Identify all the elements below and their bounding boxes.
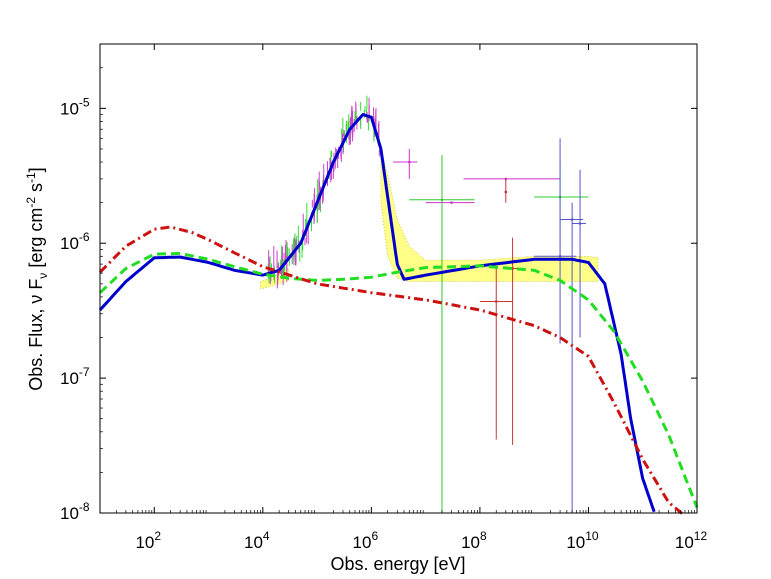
x-axis-label: Obs. energy [eV] bbox=[330, 554, 465, 574]
x-tick-label: 106 bbox=[353, 529, 379, 552]
y-label-exp1: -2 bbox=[24, 197, 38, 208]
data-points bbox=[267, 95, 589, 513]
y-tick-label: 10-5 bbox=[60, 95, 90, 118]
y-axis-ticks: 10-8 10-7 10-6 10-5 bbox=[60, 67, 697, 523]
data-point-6 bbox=[504, 178, 508, 203]
x-tick-label: 1010 bbox=[566, 529, 599, 552]
x-axis-ticks: 102 104 106 108 1010 1012 bbox=[115, 44, 708, 552]
data-point-10 bbox=[572, 169, 586, 338]
series-total-model bbox=[98, 113, 656, 513]
y-label-s: s bbox=[26, 183, 46, 197]
plot-frame bbox=[99, 43, 698, 514]
point-marker bbox=[578, 222, 582, 225]
point-marker bbox=[558, 255, 562, 258]
point-marker bbox=[570, 218, 574, 221]
y-tick-label: 10-6 bbox=[60, 230, 90, 253]
data-point-3 bbox=[392, 148, 418, 179]
x-tick-label: 102 bbox=[135, 529, 161, 552]
series-red-dash-dot-model bbox=[98, 225, 684, 516]
model-curves bbox=[98, 113, 699, 516]
series-green-dashed-model bbox=[98, 251, 699, 508]
y-label-bracket-open: [erg cm bbox=[26, 208, 46, 273]
x-tick-label: 104 bbox=[244, 529, 270, 552]
band-1 bbox=[380, 148, 599, 282]
y-label-sub-nu: ν bbox=[36, 273, 50, 279]
data-point-5 bbox=[479, 268, 513, 440]
point-marker bbox=[494, 300, 498, 303]
point-marker bbox=[504, 190, 508, 194]
y-axis-label: Obs. Flux, ν Fν [erg cm-2 s-1] bbox=[24, 167, 50, 390]
x-tick-label: 1012 bbox=[675, 529, 708, 552]
point-marker bbox=[407, 160, 411, 164]
y-label-exp2: -1 bbox=[24, 172, 38, 183]
x-tick-label: 108 bbox=[461, 529, 487, 552]
data-point-1 bbox=[409, 155, 475, 513]
point-marker bbox=[440, 198, 444, 202]
y-tick-label: 10-7 bbox=[60, 365, 90, 388]
y-label-lead: Obs. Flux, bbox=[26, 304, 46, 391]
data-point-2 bbox=[425, 201, 475, 204]
y-label-bracket-close: ] bbox=[26, 167, 46, 172]
y-tick-label: 10-8 bbox=[60, 500, 90, 523]
data-point-9 bbox=[560, 202, 584, 513]
point-marker bbox=[450, 201, 453, 204]
y-label-nu: ν bbox=[26, 295, 46, 304]
y-label-f: F bbox=[26, 279, 46, 295]
data-point-8 bbox=[534, 138, 577, 344]
